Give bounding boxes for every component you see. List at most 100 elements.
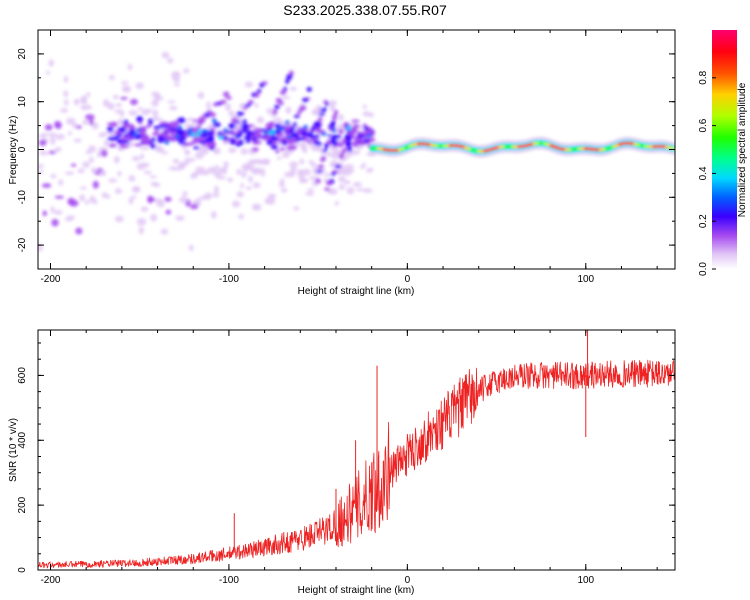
spectrogram-hotspot bbox=[132, 132, 138, 137]
spectrogram-cell bbox=[275, 97, 283, 104]
spectrogram-cell bbox=[341, 149, 346, 154]
snr-frame bbox=[37, 329, 676, 571]
spectrogram-hotspot bbox=[252, 137, 258, 142]
spectrogram-cell bbox=[338, 114, 344, 121]
spectrogram-cell bbox=[168, 121, 176, 129]
spectrogram-hotspot bbox=[222, 128, 228, 133]
spectrogram-cell bbox=[136, 217, 147, 226]
spectrogram-cell bbox=[191, 123, 198, 127]
spectrogram-hotspot bbox=[217, 131, 223, 136]
spectrogram-cell bbox=[216, 175, 227, 180]
spectrogram-cell bbox=[228, 147, 237, 153]
spectrogram-cell bbox=[208, 129, 214, 137]
spectrogram-cell bbox=[236, 111, 244, 117]
spectrogram-cell bbox=[51, 218, 59, 227]
spectrogram-ytick-label: 0 bbox=[17, 146, 28, 152]
spectrogram-cell bbox=[58, 179, 64, 186]
spectrogram-marks bbox=[38, 51, 675, 252]
spectrogram-cell bbox=[132, 186, 141, 192]
spectrogram-cell bbox=[329, 100, 337, 106]
spectrogram-cell bbox=[348, 130, 356, 135]
spectrogram-cell bbox=[152, 109, 159, 118]
spectrogram-cell bbox=[272, 108, 278, 115]
spectrogram-cell bbox=[140, 136, 150, 143]
spectrogram-cell bbox=[73, 138, 82, 143]
spectrogram-cell bbox=[305, 191, 315, 196]
spectrogram-cell bbox=[137, 106, 143, 111]
spectrogram-cell bbox=[88, 156, 94, 164]
spectrogram-cell bbox=[151, 137, 156, 142]
spectrogram-cell bbox=[113, 155, 120, 164]
spectrogram-cell bbox=[298, 137, 305, 142]
spectrogram-cell bbox=[346, 146, 353, 153]
spectrogram-cell bbox=[117, 126, 125, 131]
spectrogram-cell bbox=[248, 159, 257, 166]
spectrogram-cell bbox=[273, 104, 280, 110]
spectrogram-cell bbox=[147, 197, 156, 202]
spectrogram-cell bbox=[197, 91, 205, 99]
spectrogram-cell bbox=[286, 74, 293, 81]
spectrogram-cell bbox=[129, 98, 138, 106]
spectrogram-cell bbox=[239, 182, 244, 189]
spectrogram-cell bbox=[316, 169, 323, 173]
spectrogram-cell bbox=[140, 206, 149, 212]
spectrogram-cell bbox=[266, 108, 275, 114]
spectrogram-cell bbox=[274, 122, 282, 130]
snr-ytick-label: 600 bbox=[17, 367, 28, 384]
spectrogram-cell bbox=[96, 151, 102, 158]
spectrogram-cell bbox=[165, 126, 171, 133]
spectrogram-cell bbox=[338, 184, 346, 190]
spectrogram-cell bbox=[323, 173, 332, 177]
spectrogram-cell bbox=[177, 117, 186, 124]
spectrogram-x-axis-label: Height of straight line (km) bbox=[298, 286, 415, 297]
spectrogram-cell bbox=[115, 215, 124, 223]
spectrogram-cell bbox=[39, 139, 47, 146]
spectrogram-cell bbox=[285, 125, 290, 132]
spectrogram-cell bbox=[293, 142, 303, 147]
spectrogram-hotspot bbox=[246, 134, 252, 139]
spectrogram-cell bbox=[307, 188, 315, 192]
spectrogram-cell bbox=[302, 97, 309, 103]
spectrogram-cell bbox=[247, 175, 253, 183]
spectrogram-cell bbox=[209, 112, 216, 118]
spectrogram-ytick-label: 10 bbox=[17, 96, 28, 108]
spectrogram-cell bbox=[160, 151, 169, 155]
spectrogram-cell bbox=[252, 203, 262, 210]
spectrogram-cell bbox=[141, 108, 150, 116]
spectrogram-cell bbox=[213, 147, 219, 155]
spectrogram-cell bbox=[136, 115, 144, 123]
spectrogram-cell bbox=[109, 106, 115, 111]
spectrogram-cell bbox=[356, 131, 364, 135]
spectrogram-cell bbox=[82, 161, 90, 168]
spectrogram-cell bbox=[308, 176, 319, 180]
spectrogram-cell bbox=[152, 182, 161, 188]
spectrogram-cell bbox=[103, 139, 110, 147]
spectrogram-cell bbox=[120, 96, 128, 100]
spectrogram-cell bbox=[217, 167, 227, 174]
spectrogram-cell bbox=[101, 192, 108, 199]
spectrogram-cell bbox=[298, 106, 304, 113]
spectrogram-cell bbox=[143, 170, 152, 175]
spectrogram-cell bbox=[50, 206, 55, 214]
spectrogram-hotspot bbox=[244, 124, 250, 129]
spectrogram-cell bbox=[123, 145, 129, 149]
spectrogram-cell bbox=[106, 126, 114, 133]
spectrogram-cell bbox=[159, 121, 169, 126]
spectrogram-cell bbox=[351, 119, 360, 123]
spectrogram-cell bbox=[214, 165, 220, 170]
snr-ticks: -200 -100 0 100 0 200 400 600 bbox=[17, 330, 675, 586]
snr-series-line bbox=[38, 359, 675, 569]
spectrogram-hotspot bbox=[321, 131, 327, 136]
spectrogram-cell bbox=[154, 129, 160, 134]
spectrogram-hotspot bbox=[187, 127, 193, 132]
spectrogram-cell bbox=[288, 144, 298, 151]
spectrogram-cell bbox=[202, 147, 209, 155]
spectrogram-cell bbox=[351, 149, 361, 156]
spectrogram-cell bbox=[63, 99, 69, 106]
spectrogram-cell bbox=[160, 228, 169, 235]
spectrogram-cell bbox=[332, 114, 338, 121]
spectrogram-cell bbox=[66, 215, 76, 220]
spectrogram-cell bbox=[225, 130, 233, 135]
spectrogram-cell bbox=[135, 82, 144, 90]
